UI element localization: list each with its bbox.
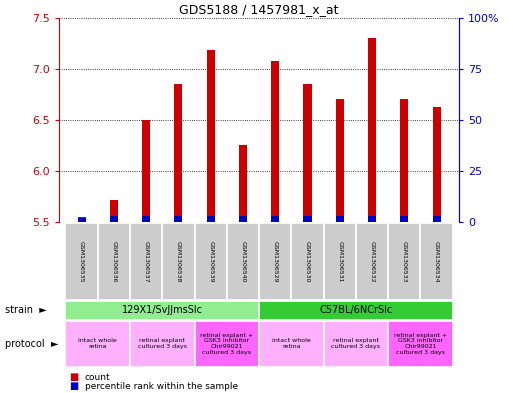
Bar	[77, 218, 86, 222]
Text: 129X1/SvJJmsSlc: 129X1/SvJJmsSlc	[122, 305, 203, 316]
Bar	[174, 216, 183, 222]
Bar	[110, 200, 118, 222]
Bar	[303, 216, 311, 222]
FancyBboxPatch shape	[388, 223, 421, 300]
Bar	[142, 216, 150, 222]
FancyBboxPatch shape	[66, 321, 130, 367]
Bar	[432, 216, 441, 222]
Text: C57BL/6NCrSlc: C57BL/6NCrSlc	[319, 305, 392, 316]
FancyBboxPatch shape	[66, 301, 259, 320]
Text: ■: ■	[69, 372, 78, 382]
Text: GSM1306529: GSM1306529	[273, 241, 278, 282]
Text: GSM1306535: GSM1306535	[79, 241, 84, 282]
FancyBboxPatch shape	[130, 223, 162, 300]
FancyBboxPatch shape	[259, 301, 452, 320]
Text: GSM1306536: GSM1306536	[111, 241, 116, 282]
Bar	[174, 84, 183, 222]
Bar	[239, 216, 247, 222]
Text: GSM1306540: GSM1306540	[241, 241, 245, 282]
Bar	[432, 107, 441, 222]
FancyBboxPatch shape	[291, 223, 324, 300]
Bar	[207, 216, 215, 222]
Text: percentile rank within the sample: percentile rank within the sample	[85, 382, 238, 391]
Text: retinal explant +
GSK3 inhibitor
Chir99021
cultured 3 days: retinal explant + GSK3 inhibitor Chir990…	[394, 333, 447, 355]
Text: retinal explant
cultured 3 days: retinal explant cultured 3 days	[331, 338, 380, 349]
Text: intact whole
retina: intact whole retina	[78, 338, 117, 349]
FancyBboxPatch shape	[356, 223, 388, 300]
FancyBboxPatch shape	[421, 223, 452, 300]
Text: retinal explant
cultured 3 days: retinal explant cultured 3 days	[138, 338, 187, 349]
Bar	[239, 145, 247, 222]
FancyBboxPatch shape	[388, 321, 452, 367]
Text: GSM1306532: GSM1306532	[369, 241, 374, 282]
FancyBboxPatch shape	[130, 321, 194, 367]
Text: GSM1306539: GSM1306539	[208, 241, 213, 282]
Text: GSM1306531: GSM1306531	[337, 241, 342, 282]
FancyBboxPatch shape	[259, 223, 291, 300]
Text: GSM1306533: GSM1306533	[402, 241, 407, 282]
FancyBboxPatch shape	[259, 321, 324, 367]
Bar	[303, 84, 311, 222]
Text: GSM1306534: GSM1306534	[434, 241, 439, 282]
FancyBboxPatch shape	[324, 321, 388, 367]
FancyBboxPatch shape	[194, 321, 259, 367]
Text: GSM1306530: GSM1306530	[305, 241, 310, 282]
Text: count: count	[85, 373, 110, 382]
Bar	[77, 217, 86, 222]
FancyBboxPatch shape	[162, 223, 194, 300]
Bar	[368, 38, 376, 222]
Bar	[336, 216, 344, 222]
Bar	[207, 50, 215, 222]
Bar	[368, 216, 376, 222]
Text: protocol  ►: protocol ►	[5, 339, 58, 349]
Text: GSM1306537: GSM1306537	[144, 241, 149, 282]
Text: intact whole
retina: intact whole retina	[272, 338, 311, 349]
Bar	[271, 61, 279, 222]
FancyBboxPatch shape	[227, 223, 259, 300]
Bar	[271, 216, 279, 222]
FancyBboxPatch shape	[194, 223, 227, 300]
Bar	[400, 99, 408, 222]
Text: ■: ■	[69, 381, 78, 391]
Bar	[142, 120, 150, 222]
Bar	[336, 99, 344, 222]
Bar	[400, 216, 408, 222]
Text: retinal explant +
GSK3 inhibitor
Chir99021
cultured 3 days: retinal explant + GSK3 inhibitor Chir990…	[200, 333, 253, 355]
FancyBboxPatch shape	[324, 223, 356, 300]
Text: GSM1306538: GSM1306538	[176, 241, 181, 282]
Text: strain  ►: strain ►	[5, 305, 47, 316]
Bar	[110, 216, 118, 222]
FancyBboxPatch shape	[97, 223, 130, 300]
Title: GDS5188 / 1457981_x_at: GDS5188 / 1457981_x_at	[180, 4, 339, 17]
FancyBboxPatch shape	[66, 223, 97, 300]
